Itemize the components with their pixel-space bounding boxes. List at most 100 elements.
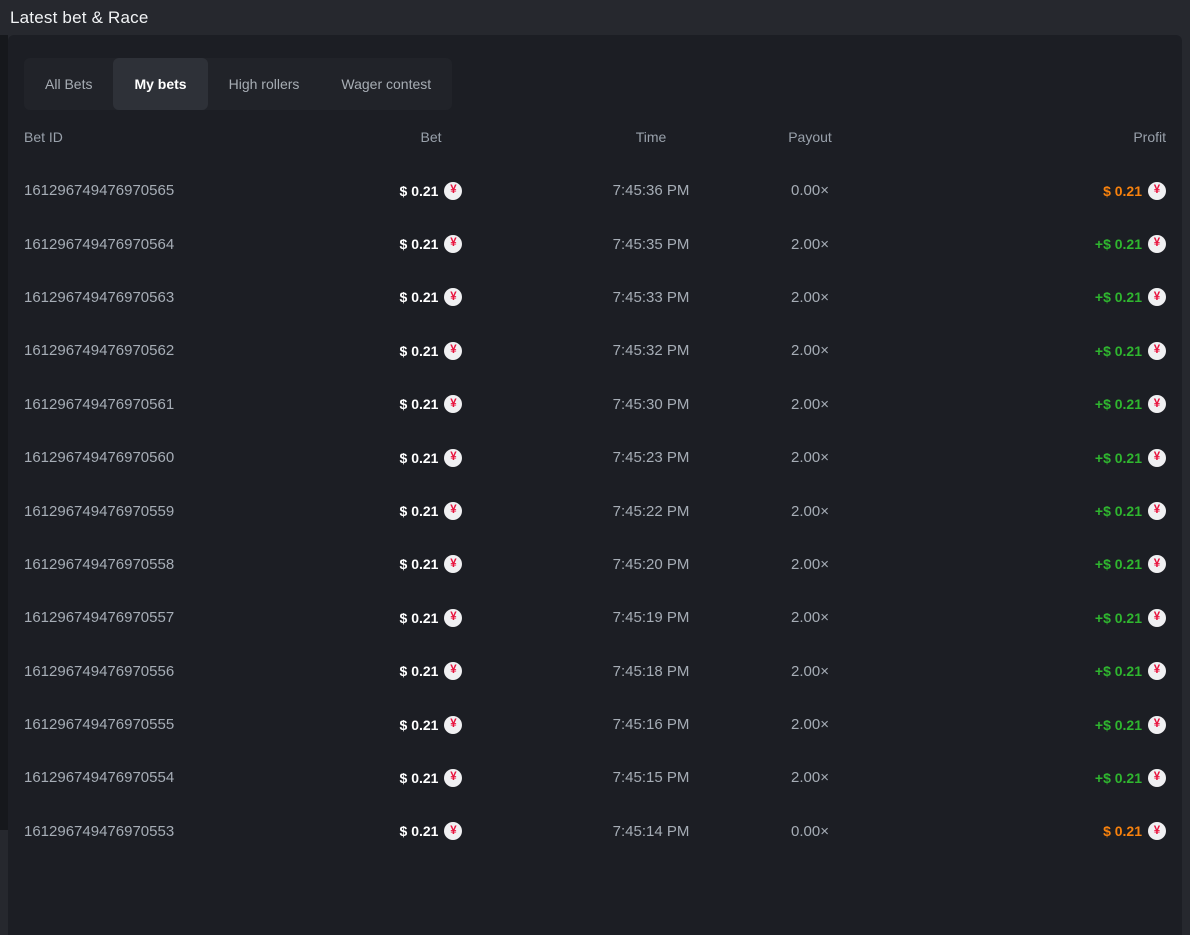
profit-value: +$ 0.21 [1094,503,1142,520]
payout-value: 2.00× [791,449,829,467]
bet-amount-value: $ 0.21 [399,396,439,413]
bet-amount-cell: $ 0.21 ¥ [314,395,548,414]
bet-time-value: 7:45:23 PM [612,449,690,467]
bet-id-value: 161296749476970563 [24,288,175,306]
table-row: 161296749476970561 $ 0.21 ¥ 7:45:30 PM 2… [24,378,1166,431]
jpy-coin-icon: ¥ [444,288,463,307]
table-row: 161296749476970562 $ 0.21 ¥ 7:45:32 PM 2… [24,324,1166,377]
profit-cell: +$ 0.21 ¥ [866,608,1166,627]
table-row: 161296749476970563 $ 0.21 ¥ 7:45:33 PM 2… [24,271,1166,324]
profit-cell: +$ 0.21 ¥ [866,662,1166,681]
bet-amount-cell: $ 0.21 ¥ [314,555,548,574]
jpy-coin-icon: ¥ [444,235,463,254]
bet-time-value: 7:45:15 PM [612,769,690,787]
jpy-coin-icon: ¥ [444,448,463,467]
bet-amount-value: $ 0.21 [399,556,439,573]
profit-value: +$ 0.21 [1094,663,1142,680]
bet-amount-cell: $ 0.21 ¥ [314,341,548,360]
payout-value: 2.00× [791,395,829,413]
bet-amount-value: $ 0.21 [399,503,439,520]
bet-amount-value: $ 0.21 [399,182,439,199]
bet-amount-value: $ 0.21 [399,769,439,786]
bet-amount-value: $ 0.21 [399,609,439,626]
header-bet: Bet [420,129,442,145]
tab-wager-contest[interactable]: Wager contest [341,76,432,92]
page-header: Latest bet & Race [0,0,1190,35]
bet-id-value: 161296749476970562 [24,342,175,360]
jpy-coin-icon: ¥ [444,181,463,200]
table-row: 161296749476970558 $ 0.21 ¥ 7:45:20 PM 2… [24,538,1166,591]
profit-cell: +$ 0.21 ¥ [866,288,1166,307]
header-profit: Profit [1133,129,1166,145]
jpy-coin-icon: ¥ [1148,448,1166,467]
jpy-coin-icon: ¥ [1148,822,1166,841]
table-row: 161296749476970560 $ 0.21 ¥ 7:45:23 PM 2… [24,431,1166,484]
jpy-coin-icon: ¥ [444,502,463,521]
jpy-coin-icon: ¥ [444,341,463,360]
table-row: 161296749476970557 $ 0.21 ¥ 7:45:19 PM 2… [24,591,1166,644]
profit-cell: +$ 0.21 ¥ [866,715,1166,734]
bet-time-value: 7:45:18 PM [612,662,690,680]
jpy-coin-icon: ¥ [444,822,463,841]
bet-amount-value: $ 0.21 [399,449,439,466]
bet-time-value: 7:45:22 PM [612,502,690,520]
jpy-coin-icon: ¥ [444,395,463,414]
page-title: Latest bet & Race [10,7,149,27]
bet-amount-value: $ 0.21 [399,236,439,253]
bets-tab-bar: All Bets My bets High rollers Wager cont… [24,58,453,110]
page-left-edge [0,35,8,830]
bet-time-value: 7:45:16 PM [612,716,690,734]
bet-amount-cell: $ 0.21 ¥ [314,662,548,681]
bet-amount-cell: $ 0.21 ¥ [314,288,548,307]
bet-id-value: 161296749476970561 [24,395,175,413]
header-time: Time [635,129,667,145]
profit-cell: $ 0.21 ¥ [866,181,1166,200]
jpy-coin-icon: ¥ [1148,341,1166,360]
bet-time-value: 7:45:19 PM [612,609,690,627]
table-row: 161296749476970559 $ 0.21 ¥ 7:45:22 PM 2… [24,484,1166,537]
profit-value: +$ 0.21 [1094,556,1142,573]
bet-amount-cell: $ 0.21 ¥ [314,235,548,254]
bet-time-value: 7:45:33 PM [612,288,690,306]
bet-time-value: 7:45:32 PM [612,342,690,360]
jpy-coin-icon: ¥ [1148,768,1166,787]
bet-id-value: 161296749476970557 [24,609,175,627]
bet-id-value: 161296749476970560 [24,449,175,467]
profit-cell: +$ 0.21 ¥ [866,768,1166,787]
profit-value: +$ 0.21 [1094,396,1142,413]
bet-amount-cell: $ 0.21 ¥ [314,715,548,734]
table-row: 161296749476970555 $ 0.21 ¥ 7:45:16 PM 2… [24,698,1166,751]
bet-amount-value: $ 0.21 [399,289,439,306]
header-bet-id: Bet ID [24,129,63,145]
bet-time-value: 7:45:20 PM [612,555,690,573]
payout-value: 2.00× [791,342,829,360]
profit-value: $ 0.21 [1103,182,1142,199]
bet-time-value: 7:45:35 PM [612,235,690,253]
jpy-coin-icon: ¥ [1148,181,1166,200]
bet-id-value: 161296749476970564 [24,235,175,253]
bet-id-value: 161296749476970559 [24,502,175,520]
jpy-coin-icon: ¥ [1148,235,1166,254]
jpy-coin-icon: ¥ [444,715,463,734]
tab-my-bets[interactable]: My bets [113,58,208,110]
payout-value: 2.00× [791,555,829,573]
table-row: 161296749476970556 $ 0.21 ¥ 7:45:18 PM 2… [24,645,1166,698]
profit-value: +$ 0.21 [1094,609,1142,626]
bet-id-value: 161296749476970558 [24,555,175,573]
payout-value: 2.00× [791,288,829,306]
bet-amount-value: $ 0.21 [399,823,439,840]
jpy-coin-icon: ¥ [1148,662,1166,681]
tab-high-rollers[interactable]: High rollers [228,76,300,92]
bet-amount-cell: $ 0.21 ¥ [314,181,548,200]
bet-id-value: 161296749476970553 [24,822,175,840]
bet-id-value: 161296749476970556 [24,662,175,680]
profit-value: $ 0.21 [1103,823,1142,840]
bet-id-value: 161296749476970555 [24,716,175,734]
bet-id-value: 161296749476970565 [24,182,175,200]
bet-amount-cell: $ 0.21 ¥ [314,502,548,521]
profit-cell: +$ 0.21 ¥ [866,235,1166,254]
header-payout: Payout [788,129,832,145]
tab-all-bets[interactable]: All Bets [45,76,93,92]
bet-id-value: 161296749476970554 [24,769,175,787]
payout-value: 2.00× [791,502,829,520]
